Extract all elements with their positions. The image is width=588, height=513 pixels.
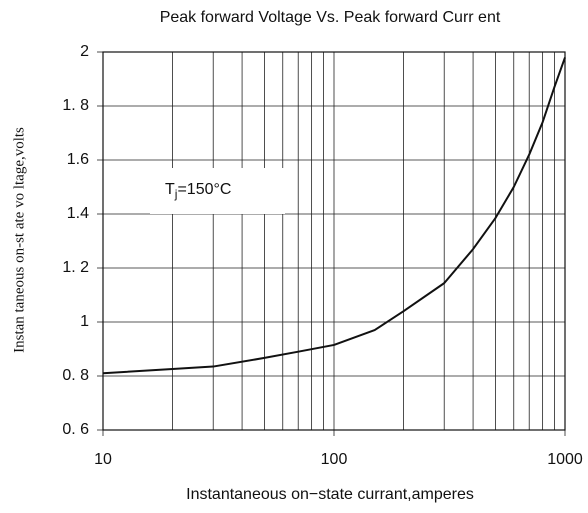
- series-line: [102, 57, 566, 375]
- y-tick-label: 1.6: [67, 151, 89, 168]
- plot-frame: [102, 51, 566, 431]
- x-tick-label: 100: [321, 451, 348, 468]
- x-tick-label: 10: [94, 451, 112, 468]
- y-tick-label: 1. 2: [62, 259, 89, 276]
- y-tick-label: 0. 6: [62, 421, 89, 438]
- y-tick-label: 1.4: [67, 205, 89, 222]
- annotation-box: [150, 168, 285, 214]
- y-tick-label: 1: [80, 313, 89, 330]
- x-tick-label: 1000: [547, 451, 583, 468]
- chart-title: Peak forward Voltage Vs. Peak forward Cu…: [160, 9, 501, 26]
- x-axis-label: Instantaneous on−state currant,amperes: [186, 486, 474, 503]
- annotation-part: j: [174, 187, 178, 201]
- annotation: Tj=150°C: [165, 181, 231, 201]
- annotation-part: T: [165, 181, 175, 198]
- y-tick-label: 1. 8: [62, 97, 89, 114]
- y-axis-label: Instan taneous on-st ate vo ltage,volts: [11, 127, 27, 353]
- y-tick-label: 2: [80, 43, 89, 60]
- y-tick-label: 0. 8: [62, 367, 89, 384]
- annotation-part: =150°C: [177, 181, 231, 198]
